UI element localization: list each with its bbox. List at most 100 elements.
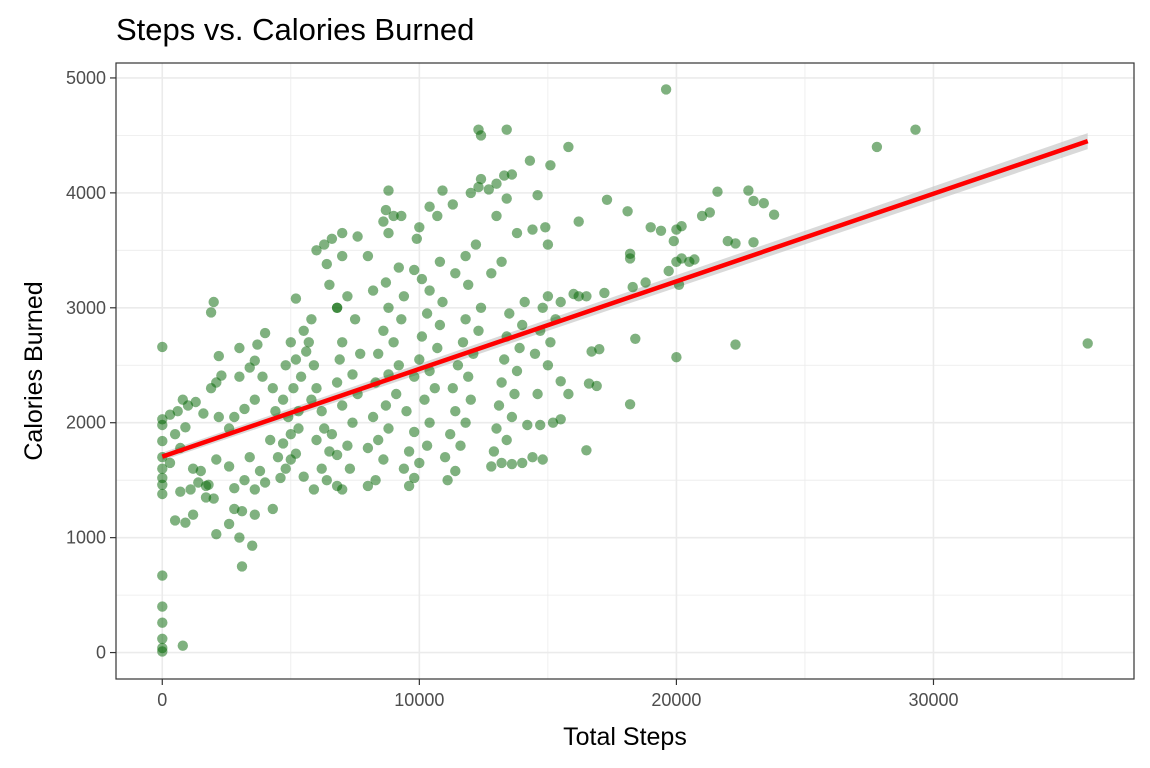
- data-point: [527, 224, 538, 235]
- data-point: [277, 438, 289, 449]
- x-tick-label: 30000: [908, 690, 958, 710]
- data-point: [331, 449, 343, 461]
- data-point: [439, 452, 451, 463]
- y-tick-label: 5000: [66, 68, 106, 88]
- data-point: [1082, 338, 1093, 349]
- data-point: [396, 314, 407, 325]
- data-point: [234, 371, 245, 382]
- data-point: [421, 308, 433, 319]
- data-point: [414, 457, 425, 469]
- data-point: [326, 429, 338, 440]
- data-point: [624, 253, 636, 264]
- data-point: [403, 480, 415, 492]
- data-point: [671, 352, 682, 363]
- data-point: [342, 440, 353, 451]
- data-point: [190, 396, 201, 408]
- data-point: [344, 463, 356, 474]
- data-point: [655, 225, 667, 236]
- data-point: [581, 291, 592, 302]
- data-point: [308, 484, 320, 495]
- data-point: [398, 291, 410, 302]
- data-point: [501, 434, 512, 446]
- data-point: [326, 233, 338, 244]
- data-point: [367, 411, 379, 423]
- data-point: [267, 503, 278, 515]
- data-point: [645, 222, 656, 233]
- data-point: [403, 446, 415, 457]
- data-point: [252, 339, 263, 350]
- data-point: [203, 479, 214, 490]
- data-point: [527, 452, 538, 463]
- data-point: [491, 210, 502, 222]
- data-point: [295, 371, 307, 382]
- data-point: [267, 383, 278, 394]
- data-point: [455, 440, 466, 451]
- data-point: [529, 348, 541, 359]
- data-point: [337, 400, 348, 411]
- data-point: [517, 457, 528, 469]
- data-point: [306, 314, 317, 325]
- data-point: [257, 371, 268, 382]
- data-point: [522, 419, 533, 431]
- data-point: [280, 463, 291, 474]
- data-point: [414, 354, 425, 365]
- data-point: [730, 238, 741, 249]
- data-point: [247, 540, 258, 551]
- data-point: [362, 250, 374, 262]
- data-point: [434, 256, 446, 267]
- data-point: [311, 245, 322, 256]
- data-point: [511, 227, 523, 239]
- data-point: [450, 268, 461, 279]
- data-point: [475, 302, 487, 313]
- data-point: [450, 406, 461, 417]
- data-point: [205, 307, 217, 318]
- data-point: [689, 254, 700, 265]
- data-point: [447, 199, 458, 210]
- data-point: [383, 227, 394, 239]
- data-point: [398, 463, 410, 474]
- data-point: [424, 285, 435, 296]
- data-point: [223, 518, 235, 530]
- data-point: [488, 446, 500, 457]
- data-point: [465, 394, 476, 405]
- data-point: [280, 360, 291, 371]
- data-point: [463, 279, 474, 290]
- data-point: [437, 185, 448, 196]
- data-point: [378, 325, 389, 336]
- trend-line: [161, 139, 1089, 459]
- data-point: [308, 360, 320, 371]
- data-point: [499, 354, 510, 365]
- data-point: [434, 319, 446, 331]
- data-point: [324, 279, 335, 290]
- data-point: [475, 130, 487, 141]
- data-point: [234, 342, 245, 354]
- data-point: [157, 479, 168, 490]
- data-point: [758, 198, 769, 209]
- data-point: [244, 452, 255, 463]
- data-point: [537, 454, 548, 465]
- data-point: [668, 235, 679, 247]
- data-point: [337, 337, 348, 348]
- data-point: [285, 337, 296, 348]
- data-point: [216, 370, 227, 381]
- data-point: [542, 239, 554, 250]
- data-point: [349, 314, 361, 325]
- data-point: [511, 365, 523, 377]
- data-point: [378, 216, 389, 227]
- data-point: [362, 480, 374, 492]
- data-point: [249, 509, 260, 520]
- data-point: [337, 484, 348, 495]
- data-point: [555, 414, 566, 425]
- x-tick-label: 20000: [651, 690, 701, 710]
- y-tick-label: 3000: [66, 298, 106, 318]
- data-point: [157, 463, 168, 474]
- data-point: [223, 461, 235, 472]
- data-point: [234, 532, 245, 543]
- data-point: [380, 277, 392, 288]
- data-point: [383, 185, 394, 196]
- data-point: [416, 273, 428, 285]
- data-point: [532, 190, 543, 201]
- data-point: [229, 411, 240, 423]
- data-point: [198, 408, 209, 419]
- data-point: [378, 454, 389, 465]
